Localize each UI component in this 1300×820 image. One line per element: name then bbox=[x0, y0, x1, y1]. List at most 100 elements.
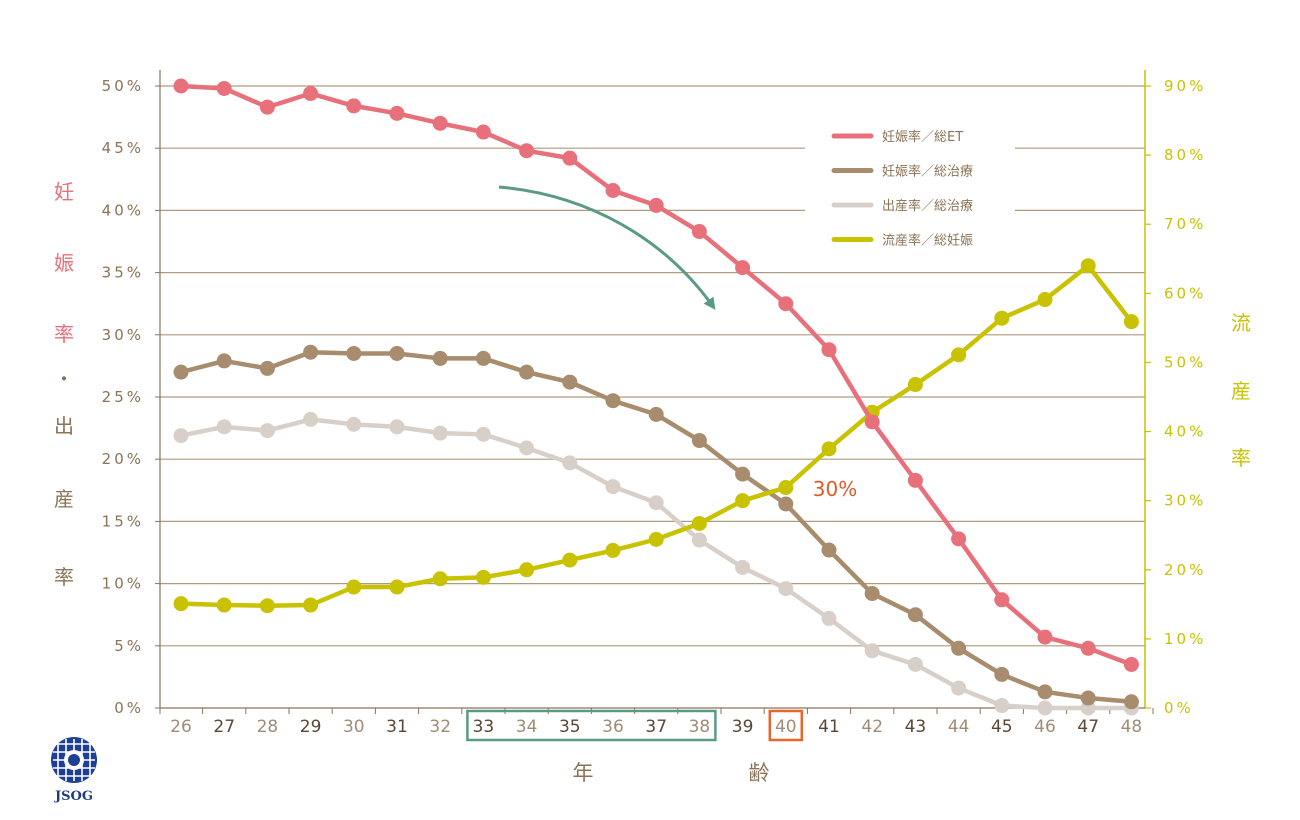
x-tick-label: 30 bbox=[343, 717, 365, 737]
data-point bbox=[864, 414, 880, 430]
data-point bbox=[259, 423, 275, 439]
x-axis-title-char: 齢 bbox=[749, 761, 770, 785]
data-point bbox=[778, 480, 794, 496]
data-point bbox=[735, 559, 751, 575]
y-right-tick-label: 50% bbox=[1164, 353, 1206, 371]
data-point bbox=[432, 571, 448, 587]
x-tick-label: 38 bbox=[689, 717, 711, 737]
x-tick-label: 33 bbox=[473, 717, 495, 737]
data-point bbox=[475, 124, 491, 140]
y-left-axis-title-char: 産 bbox=[54, 487, 74, 511]
x-tick-label: 37 bbox=[645, 717, 667, 737]
y-right-tick-label: 20% bbox=[1164, 561, 1206, 579]
data-point bbox=[648, 495, 664, 511]
y-left-axis-title-char: ・ bbox=[54, 367, 74, 391]
data-point bbox=[821, 441, 837, 457]
data-point bbox=[648, 531, 664, 547]
data-point bbox=[691, 532, 707, 548]
data-point bbox=[735, 493, 751, 509]
y-right-axis-title-char: 率 bbox=[1231, 446, 1251, 470]
data-point bbox=[346, 98, 362, 114]
x-tick-label: 28 bbox=[257, 717, 279, 737]
y-left-tick-label: 35% bbox=[102, 264, 144, 282]
jsog-logo: JSOG bbox=[51, 737, 97, 804]
data-point bbox=[1123, 694, 1139, 710]
data-point bbox=[1080, 690, 1096, 706]
data-point bbox=[735, 260, 751, 276]
series-line bbox=[180, 263, 1134, 608]
data-point bbox=[346, 416, 362, 432]
data-point bbox=[259, 99, 275, 115]
data-point bbox=[1037, 629, 1053, 645]
y-left-axis-title-char: 率 bbox=[54, 565, 74, 589]
y-left-tick-label: 50% bbox=[102, 77, 144, 95]
data-point bbox=[1080, 640, 1096, 656]
data-point bbox=[907, 472, 923, 488]
data-point bbox=[475, 569, 491, 585]
x-tick-label: 47 bbox=[1077, 717, 1099, 737]
data-point bbox=[389, 579, 405, 595]
y-right-axis-title-char: 産 bbox=[1231, 379, 1251, 403]
data-point bbox=[821, 342, 837, 358]
data-point bbox=[605, 393, 621, 409]
data-point bbox=[691, 224, 707, 240]
data-point bbox=[648, 197, 664, 213]
x-tick-label: 34 bbox=[516, 717, 538, 737]
y-right-tick-label: 90% bbox=[1164, 77, 1206, 95]
data-point bbox=[519, 364, 535, 380]
data-point bbox=[562, 150, 578, 166]
data-point bbox=[346, 579, 362, 595]
grid bbox=[160, 85, 1145, 647]
y-right-tick-label: 60% bbox=[1164, 284, 1206, 302]
data-point bbox=[1037, 684, 1053, 700]
x-tick-label: 35 bbox=[559, 717, 581, 737]
data-point bbox=[951, 640, 967, 656]
data-point bbox=[519, 562, 535, 578]
data-point bbox=[1037, 292, 1053, 308]
data-point bbox=[346, 345, 362, 361]
data-point bbox=[562, 552, 578, 568]
x-tick-label: 32 bbox=[429, 717, 451, 737]
x-tick-label: 48 bbox=[1121, 717, 1143, 737]
data-point bbox=[519, 143, 535, 159]
data-point bbox=[303, 597, 319, 613]
logo-text: JSOG bbox=[54, 789, 93, 804]
y-left-tick-label: 20% bbox=[102, 450, 144, 468]
data-point bbox=[475, 350, 491, 366]
x-tick-label: 36 bbox=[602, 717, 624, 737]
data-point bbox=[432, 115, 448, 131]
data-point bbox=[389, 345, 405, 361]
data-point bbox=[259, 360, 275, 376]
y-left-tick-label: 15% bbox=[102, 512, 144, 530]
y-left-tick-label: 45% bbox=[102, 139, 144, 157]
data-point bbox=[432, 425, 448, 441]
series bbox=[173, 78, 1139, 716]
data-point bbox=[648, 406, 664, 422]
data-point bbox=[605, 479, 621, 495]
y-left-axis-title-char: 率 bbox=[54, 322, 74, 346]
data-point bbox=[216, 597, 232, 613]
data-point bbox=[1123, 656, 1139, 672]
data-point bbox=[1037, 700, 1053, 716]
data-point bbox=[907, 377, 923, 393]
data-point bbox=[691, 515, 707, 531]
data-point bbox=[605, 542, 621, 558]
x-tick-label: 43 bbox=[905, 717, 927, 737]
x-tick-label: 44 bbox=[948, 717, 970, 737]
x-tick-label: 42 bbox=[861, 717, 883, 737]
data-point bbox=[562, 374, 578, 390]
data-point bbox=[821, 542, 837, 558]
highlight-box bbox=[768, 709, 804, 742]
data-point bbox=[994, 698, 1010, 714]
data-point bbox=[605, 182, 621, 198]
labels: 30%妊娠率・出産率流産率年齢 bbox=[54, 180, 1251, 785]
data-point bbox=[173, 364, 189, 380]
data-point bbox=[994, 592, 1010, 608]
data-point bbox=[778, 581, 794, 597]
data-point bbox=[778, 296, 794, 312]
data-point bbox=[432, 350, 448, 366]
data-point bbox=[216, 80, 232, 96]
y-left-tick-label: 40% bbox=[102, 201, 144, 219]
data-point bbox=[1080, 258, 1096, 274]
